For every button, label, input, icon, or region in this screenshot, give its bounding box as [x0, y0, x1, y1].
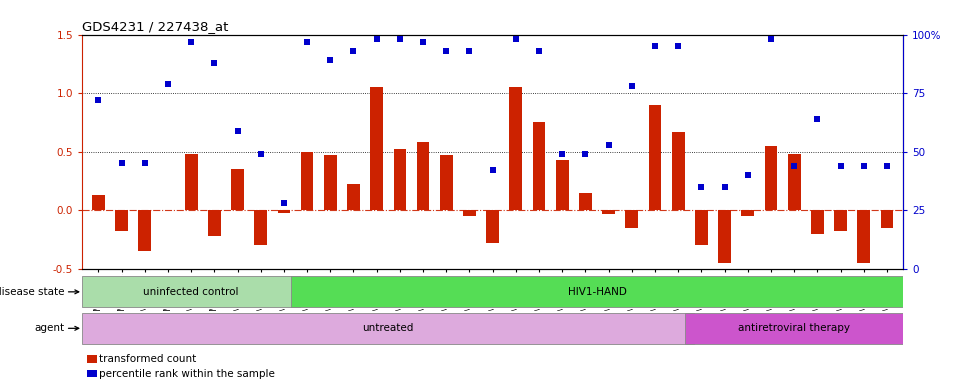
Point — [253, 151, 269, 157]
Point — [439, 48, 454, 54]
Point — [554, 151, 570, 157]
Point — [856, 163, 871, 169]
Bar — [555, 160, 569, 210]
FancyBboxPatch shape — [82, 313, 695, 344]
Point — [531, 48, 547, 54]
Point — [810, 116, 825, 122]
Point — [694, 184, 709, 190]
Text: GDS4231 / 227438_at: GDS4231 / 227438_at — [82, 20, 229, 33]
Point — [392, 36, 408, 42]
Point — [114, 161, 129, 167]
Point — [137, 161, 153, 167]
Bar — [835, 210, 847, 231]
Bar — [788, 154, 801, 210]
Bar — [625, 210, 639, 228]
Point — [91, 97, 106, 103]
Point — [346, 48, 361, 54]
Point — [485, 167, 500, 174]
Text: transformed count: transformed count — [99, 354, 197, 364]
Bar — [463, 210, 476, 216]
Bar — [671, 132, 685, 210]
Point — [763, 36, 779, 42]
Text: percentile rank within the sample: percentile rank within the sample — [99, 369, 275, 379]
Bar — [579, 193, 592, 210]
Bar — [324, 155, 337, 210]
Text: HIV1-HAND: HIV1-HAND — [568, 287, 627, 297]
Text: disease state: disease state — [0, 287, 64, 297]
Bar — [347, 184, 360, 210]
Bar — [138, 210, 151, 251]
Bar — [648, 105, 662, 210]
Point — [670, 43, 686, 50]
Bar — [254, 210, 267, 245]
Bar — [509, 87, 523, 210]
Point — [230, 127, 245, 134]
Point — [462, 48, 477, 54]
Point — [323, 57, 338, 63]
Point — [184, 38, 199, 45]
Point — [647, 43, 663, 50]
Point — [160, 81, 176, 87]
Bar — [393, 149, 407, 210]
Point — [578, 151, 593, 157]
Point — [624, 83, 639, 89]
Bar — [858, 210, 870, 263]
Point — [601, 142, 616, 148]
Bar — [440, 155, 453, 210]
Text: agent: agent — [34, 323, 64, 333]
Point — [508, 36, 524, 42]
Text: uninfected control: uninfected control — [143, 287, 239, 297]
Bar — [370, 87, 384, 210]
Bar — [532, 122, 546, 210]
Point — [717, 184, 732, 190]
Point — [879, 163, 895, 169]
Bar — [695, 210, 708, 245]
Bar — [277, 210, 291, 213]
Point — [740, 172, 755, 178]
Bar — [115, 210, 128, 231]
Bar — [416, 142, 430, 210]
Bar — [602, 210, 615, 214]
Text: antiretroviral therapy: antiretroviral therapy — [738, 323, 850, 333]
Point — [786, 163, 802, 169]
FancyBboxPatch shape — [291, 276, 903, 307]
Point — [415, 38, 431, 45]
Bar — [486, 210, 499, 243]
Point — [276, 200, 292, 206]
FancyBboxPatch shape — [685, 313, 903, 344]
Point — [369, 36, 384, 42]
FancyBboxPatch shape — [82, 276, 300, 307]
Bar — [719, 210, 731, 263]
Bar — [92, 195, 104, 210]
Bar — [881, 210, 894, 228]
Bar — [742, 210, 754, 216]
Bar — [185, 154, 197, 210]
Text: untreated: untreated — [362, 323, 414, 333]
Bar — [300, 152, 314, 210]
Bar — [811, 210, 824, 233]
Bar — [208, 210, 220, 236]
Point — [299, 38, 315, 45]
Point — [207, 60, 222, 66]
Bar — [765, 146, 778, 210]
Bar — [231, 169, 243, 210]
Point — [833, 163, 848, 169]
